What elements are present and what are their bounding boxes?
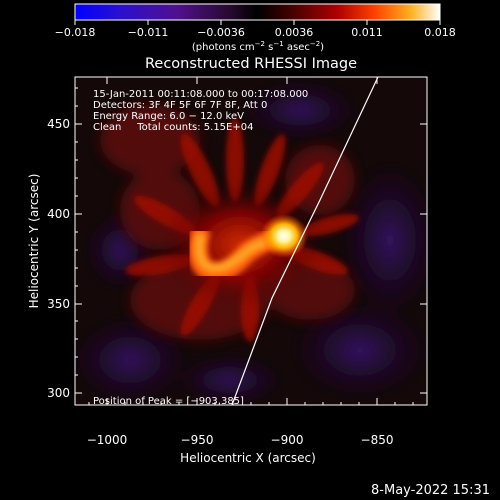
colorbar-tick-label: −0.0036 <box>197 26 245 39</box>
y-axis-label: Heliocentric Y (arcsec) <box>27 174 41 309</box>
x-tick-label: −900 <box>271 433 304 447</box>
y-tick-label: 300 <box>47 386 70 400</box>
colorbar-tick-label: −0.018 <box>55 26 96 39</box>
colorbar-units: (photons cm−2 s−1 asec−2) <box>192 40 324 53</box>
info-detectors: Detectors: 3F 4F 5F 6F 7F 8F, Att 0 <box>93 100 267 111</box>
info-energy-range: Energy Range: 6.0 − 12.0 keV <box>93 111 244 122</box>
peak-position-label: Position of Peak = [−903,385] <box>93 396 244 407</box>
solar-limb-line <box>231 77 379 405</box>
x-tick-label: −850 <box>361 433 394 447</box>
colorbar-tick-label: 0.011 <box>351 26 383 39</box>
colorbar-tick-label: 0.0036 <box>275 26 314 39</box>
colorbar-tick-label: 0.018 <box>424 26 456 39</box>
footer-date: 8-May-2022 15:31 <box>371 483 490 498</box>
x-axis-label: Heliocentric X (arcsec) <box>180 451 316 465</box>
colorbar-ticks <box>74 20 441 25</box>
x-tick-label: −950 <box>181 433 214 447</box>
y-ticks <box>75 87 427 394</box>
info-total-counts: Clean Total counts: 5.15E+04 <box>93 122 253 133</box>
colorbar-tick-label: −0.011 <box>128 26 169 39</box>
colorbar <box>74 3 441 21</box>
info-time-range: 15-Jan-2011 00:11:08.000 to 00:17:08.000 <box>93 89 308 100</box>
plot-title: Reconstructed RHESSI Image <box>145 56 357 72</box>
x-tick-label: −1000 <box>87 433 128 447</box>
y-tick-label: 450 <box>47 117 70 131</box>
y-tick-label: 350 <box>47 297 70 311</box>
y-tick-label: 400 <box>47 207 70 221</box>
solar-image: 15-Jan-2011 00:11:08.000 to 00:17:08.000… <box>75 77 427 407</box>
x-ticks <box>88 77 414 405</box>
